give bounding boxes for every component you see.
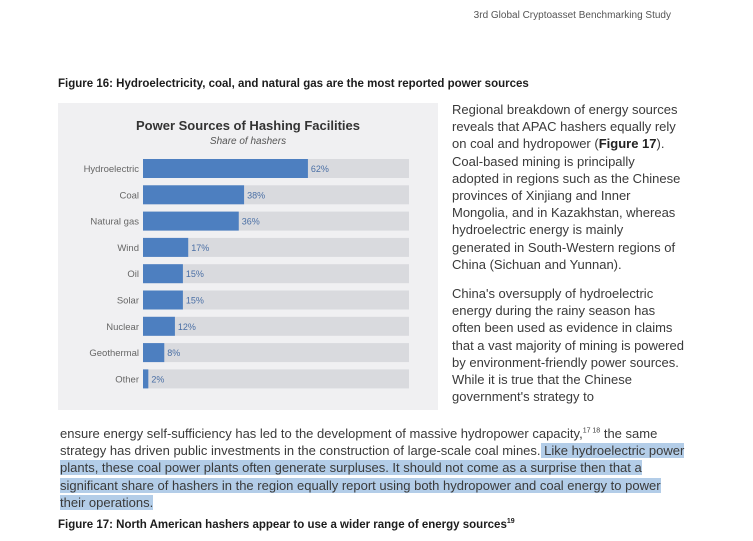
side-paragraph-1-end: ). Coal-based mining is principally adop… (452, 136, 681, 272)
bar-chart: Hydroelectric 62% Coal 38% Natural gas 36% Win… (84, 159, 409, 389)
figure-17-caption-text: Figure 17: North American hashers appear… (58, 519, 507, 531)
bar-coal (143, 185, 245, 205)
body-text-part-2: the same strategy has driven public inve… (60, 426, 658, 459)
side-text-column: Regional breakdown of energy sources rev… (452, 101, 684, 417)
value-label: 62% (311, 164, 329, 174)
value-label: 38% (247, 190, 265, 200)
category-label: Nuclear (106, 322, 139, 333)
chart-subtitle: Share of hashers (209, 136, 287, 147)
bar-track (143, 369, 409, 389)
bar-track (143, 343, 409, 363)
side-paragraph-1: Regional breakdown of energy sources rev… (452, 101, 684, 273)
category-label: Other (115, 374, 139, 385)
chart-panel: Power Sources of Hashing Facilities Shar… (58, 103, 438, 410)
value-label: 17% (191, 243, 209, 253)
category-label: Wind (117, 243, 139, 254)
category-label: Hydroelectric (84, 164, 140, 175)
bar-natural-gas (143, 211, 239, 231)
category-label: Geothermal (89, 348, 139, 359)
bar-wind (143, 237, 189, 257)
side-paragraph-2: China's oversupply of hydroelectric ener… (452, 286, 684, 405)
figure-17-footnote: 19 (506, 518, 515, 526)
category-label: Coal (119, 190, 139, 201)
category-label: Solar (117, 296, 139, 307)
body-paragraph: ensure energy self-sufficiency has led t… (60, 425, 685, 511)
value-label: 15% (186, 296, 204, 306)
bar-other (143, 369, 149, 389)
figure-17-caption: Figure 17: North American hashers appear… (58, 518, 515, 531)
value-label: 8% (167, 348, 180, 358)
bar-track (143, 316, 409, 336)
bar-hydroelectric (143, 159, 308, 178)
figure-17-reference: Figure 17 (598, 136, 657, 152)
category-label: Oil (127, 269, 139, 280)
bar-track (143, 264, 409, 284)
bar-track (143, 290, 409, 310)
running-head: 3rd Global Cryptoasset Benchmarking Stud… (473, 10, 671, 21)
chart-title: Power Sources of Hashing Facilities (136, 118, 360, 133)
bar-solar (143, 290, 183, 310)
body-text-part-1: ensure energy self-sufficiency has led t… (60, 426, 583, 441)
value-label: 15% (186, 269, 204, 279)
bar-track (143, 237, 409, 257)
value-label: 36% (242, 217, 260, 227)
footnote-refs: 17 18 (582, 427, 601, 435)
bar-geothermal (143, 343, 165, 363)
value-label: 2% (151, 374, 164, 384)
category-label: Natural gas (90, 217, 139, 228)
value-label: 12% (178, 322, 196, 332)
bar-nuclear (143, 316, 175, 336)
bar-oil (143, 264, 183, 284)
side-paragraph-1-start: Regional breakdown of energy sources rev… (452, 102, 678, 152)
figure-16-caption: Figure 16: Hydroelectricity, coal, and n… (58, 78, 529, 90)
